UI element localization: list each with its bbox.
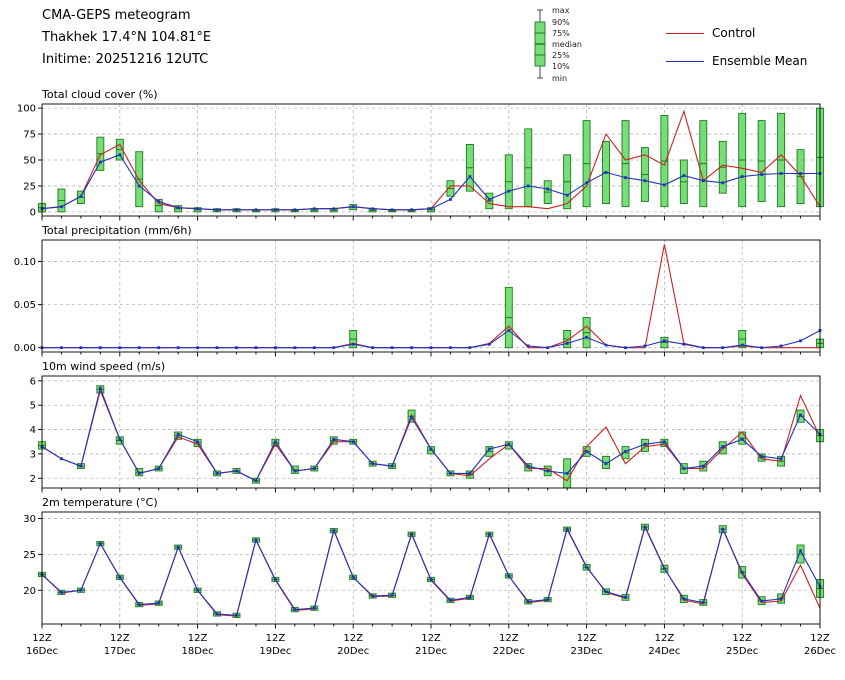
svg-text:12Z: 12Z — [266, 633, 286, 644]
ensemble-mean-line-sample — [666, 60, 704, 62]
svg-text:5: 5 — [30, 401, 36, 412]
charts: Total cloud cover (%) 0 25 50 75 100 Total pre… — [0, 86, 845, 674]
svg-text:12Z: 12Z — [110, 633, 130, 644]
svg-text:25%: 25% — [552, 51, 570, 60]
svg-text:75%: 75% — [552, 29, 570, 38]
svg-text:12Z: 12Z — [499, 633, 519, 644]
svg-text:50: 50 — [23, 156, 36, 167]
header: CMA-GEPS meteogram Thakhek 17.4°N 104.81… — [0, 0, 845, 86]
page-title: CMA-GEPS meteogram — [42, 8, 191, 23]
svg-text:2: 2 — [30, 474, 36, 485]
svg-text:25: 25 — [23, 550, 36, 561]
svg-text:6: 6 — [30, 376, 36, 387]
svg-text:75: 75 — [23, 130, 36, 141]
svg-text:25: 25 — [23, 181, 36, 192]
wind-speed-10m-panel: 10m wind speed (m/s) 2 3 4 5 6 — [30, 360, 824, 493]
svg-text:12Z: 12Z — [343, 633, 363, 644]
svg-text:12Z: 12Z — [577, 633, 597, 644]
svg-text:Total precipitation (mm/6h): Total precipitation (mm/6h) — [41, 224, 192, 237]
svg-text:12Z: 12Z — [810, 633, 830, 644]
svg-text:median: median — [552, 40, 582, 49]
svg-text:17Dec: 17Dec — [104, 646, 136, 657]
svg-text:0.00: 0.00 — [14, 343, 36, 354]
svg-text:25Dec: 25Dec — [726, 646, 758, 657]
svg-text:2m temperature (°C): 2m temperature (°C) — [42, 496, 158, 509]
svg-text:90%: 90% — [552, 18, 570, 27]
svg-text:100: 100 — [17, 104, 36, 115]
control-line-sample — [666, 32, 704, 34]
svg-text:max: max — [552, 6, 570, 15]
svg-text:10m wind speed (m/s): 10m wind speed (m/s) — [42, 360, 165, 373]
svg-text:0: 0 — [30, 207, 36, 218]
series-legend: Control Ensemble Mean — [666, 26, 807, 68]
svg-text:19Dec: 19Dec — [259, 646, 291, 657]
total-cloud-cover-panel: Total cloud cover (%) 0 25 50 75 100 — [17, 88, 824, 221]
svg-text:min: min — [552, 74, 567, 83]
legend-ensemble-mean-label: Ensemble Mean — [712, 54, 808, 68]
svg-text:12Z: 12Z — [655, 633, 675, 644]
total-precipitation-panel: Total precipitation (mm/6h) 0.00 0.05 0.10 — [14, 224, 824, 357]
boxplot-legend-glyph: max 90% 75% median 25% 10% min — [534, 6, 582, 83]
svg-text:22Dec: 22Dec — [493, 646, 525, 657]
legend-item-ensemble-mean: Ensemble Mean — [666, 54, 807, 68]
station-location: Thakhek 17.4°N 104.81°E — [42, 30, 212, 45]
svg-text:12Z: 12Z — [188, 633, 208, 644]
svg-text:20Dec: 20Dec — [337, 646, 369, 657]
svg-text:12Z: 12Z — [32, 633, 52, 644]
temperature-2m-panel: 2m temperature (°C) 20 25 30 12Z 16Dec 12Z 17De… — [23, 496, 836, 657]
svg-text:16Dec: 16Dec — [26, 646, 58, 657]
svg-text:12Z: 12Z — [732, 633, 752, 644]
svg-text:0.05: 0.05 — [14, 300, 36, 311]
svg-text:23Dec: 23Dec — [571, 646, 603, 657]
svg-text:21Dec: 21Dec — [415, 646, 447, 657]
svg-text:Total cloud cover (%): Total cloud cover (%) — [41, 88, 158, 101]
svg-text:10%: 10% — [552, 62, 570, 71]
svg-text:4: 4 — [30, 425, 36, 436]
svg-text:18Dec: 18Dec — [182, 646, 214, 657]
svg-text:0.10: 0.10 — [14, 257, 36, 268]
legend-item-control: Control — [666, 26, 807, 40]
legend-control-label: Control — [712, 26, 756, 40]
svg-text:3: 3 — [30, 449, 36, 460]
svg-text:26Dec: 26Dec — [804, 646, 836, 657]
svg-text:12Z: 12Z — [421, 633, 441, 644]
svg-text:30: 30 — [23, 514, 36, 525]
init-time: Initime: 20251216 12UTC — [42, 52, 209, 67]
svg-text:24Dec: 24Dec — [648, 646, 680, 657]
svg-text:20: 20 — [23, 586, 36, 597]
